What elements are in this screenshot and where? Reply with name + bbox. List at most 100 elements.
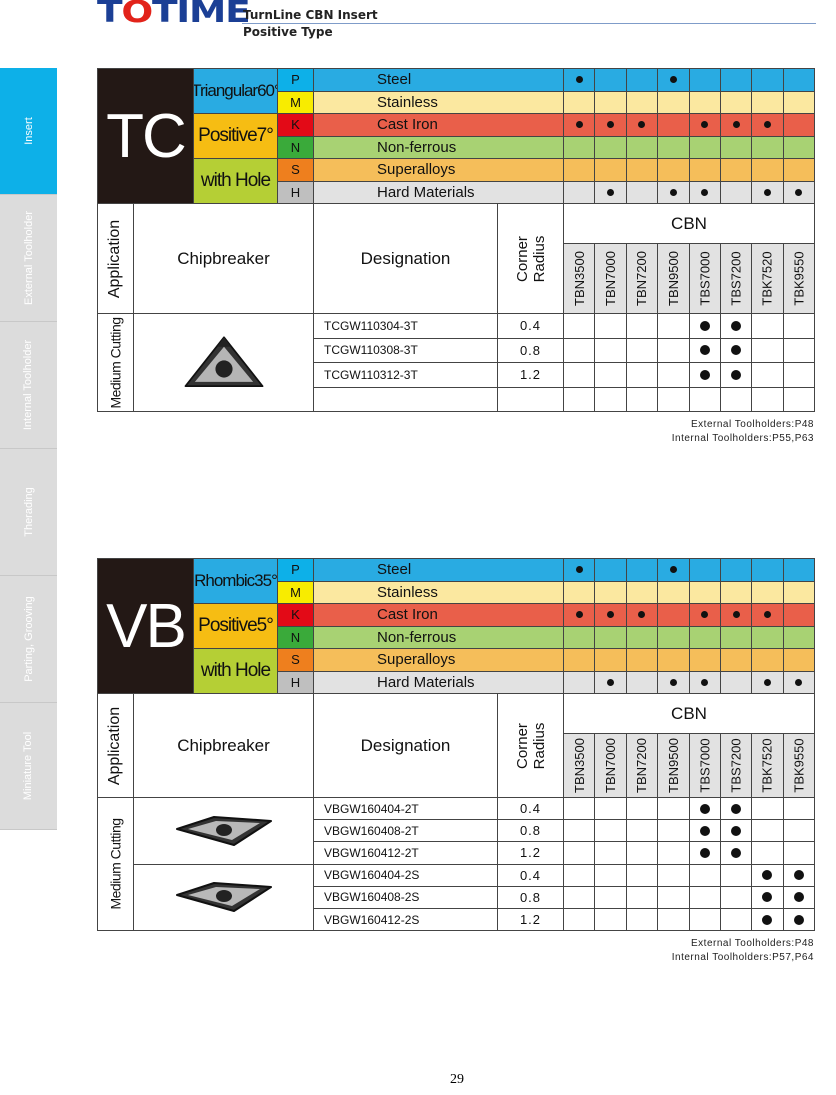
- designation-cell: VBGW160408-2S: [313, 885, 498, 909]
- grade-cell: [594, 819, 627, 843]
- material-grade-cell: [625, 625, 659, 649]
- material-grade-cell: [657, 580, 690, 604]
- designation-cell: VBGW160412-2T: [313, 841, 498, 865]
- corner-radius-cell: 0.4: [497, 863, 564, 887]
- material-grade-cell: [719, 158, 753, 182]
- corner-radius-label: Corner Radius: [513, 722, 548, 769]
- material-name: Hard Materials: [313, 670, 564, 694]
- material-grade-cell: [563, 135, 596, 159]
- availability-dot: [638, 121, 646, 129]
- availability-dot: [732, 121, 740, 129]
- cbn-header: CBN: [563, 203, 815, 244]
- grade-header: TBS7200: [719, 243, 753, 314]
- sidebar-tab[interactable]: Internal Toolholder: [0, 322, 57, 449]
- toolholder-reference: Internal Toolholders:P57,P64: [671, 952, 814, 964]
- availability-dot: [762, 870, 773, 881]
- grade-cell: [657, 337, 690, 363]
- material-grade-cell: [657, 180, 690, 204]
- material-grade-cell: [625, 68, 659, 92]
- material-grade-cell: [594, 670, 627, 694]
- material-name: Steel: [313, 68, 564, 92]
- grade-header: TBN7000: [594, 243, 627, 314]
- material-grade-cell: [625, 558, 659, 582]
- material-grade-cell: [688, 558, 721, 582]
- material-name: Steel: [313, 558, 564, 582]
- insert-code: TC: [97, 68, 194, 204]
- grade-header: TBN3500: [563, 243, 596, 314]
- insert-hole: with Hole: [193, 158, 278, 204]
- cbn-header: CBN: [563, 693, 815, 734]
- sidebar-tab-label: Internal Toolholder: [22, 339, 35, 431]
- availability-dot: [731, 369, 742, 380]
- grade-cell: [782, 313, 815, 339]
- sidebar-tab[interactable]: Insert: [0, 68, 57, 195]
- sidebar-tab[interactable]: Parting, Grooving: [0, 576, 57, 703]
- grade-cell: [751, 841, 784, 865]
- sidebar-tab[interactable]: Miniature Tool: [0, 703, 57, 830]
- grade-label: TBS7000: [697, 738, 713, 793]
- material-grade-cell: [688, 68, 721, 92]
- availability-dot: [575, 566, 583, 574]
- grade-cell: [719, 337, 753, 363]
- material-grade-cell: [782, 580, 815, 604]
- grade-cell: [594, 908, 627, 932]
- designation-header: Designation: [313, 203, 498, 314]
- material-grade-cell: [594, 90, 627, 114]
- material-grade-cell: [563, 180, 596, 204]
- material-grade-cell: [751, 135, 784, 159]
- grade-cell: [594, 337, 627, 363]
- availability-dot: [762, 914, 773, 925]
- sidebar-tab[interactable]: Therading: [0, 449, 57, 576]
- insert-shape: Rhombic35°: [193, 558, 278, 604]
- application-label: Application: [106, 706, 124, 785]
- material-letter: K: [277, 603, 314, 627]
- availability-dot: [575, 76, 583, 84]
- availability-dot: [731, 825, 742, 836]
- material-letter: M: [277, 580, 314, 604]
- corner-radius-cell: 0.8: [497, 885, 564, 909]
- corner-radius-cell: 1.2: [497, 362, 564, 388]
- grade-cell: [751, 797, 784, 821]
- grade-cell: [563, 337, 596, 363]
- chipbreaker-image-cell: [133, 313, 314, 412]
- material-grade-cell: [719, 90, 753, 114]
- material-grade-cell: [782, 180, 815, 204]
- grade-cell: [751, 819, 784, 843]
- material-grade-cell: [751, 68, 784, 92]
- material-grade-cell: [625, 158, 659, 182]
- material-grade-cell: [657, 648, 690, 672]
- grade-cell: [625, 337, 659, 363]
- grade-cell: [625, 819, 659, 843]
- grade-label: TBN3500: [571, 738, 587, 793]
- material-grade-cell: [563, 670, 596, 694]
- sidebar-tab[interactable]: External Toolholder: [0, 195, 57, 322]
- grade-cell: [657, 362, 690, 388]
- material-grade-cell: [563, 603, 596, 627]
- material-grade-cell: [719, 603, 753, 627]
- grade-cell: [688, 362, 721, 388]
- material-name: Stainless: [313, 90, 564, 114]
- material-grade-cell: [751, 603, 784, 627]
- insert-code: VB: [97, 558, 194, 694]
- material-grade-cell: [594, 625, 627, 649]
- application-header: Application: [97, 693, 134, 798]
- designation-cell: VBGW160408-2T: [313, 819, 498, 843]
- grade-cell: [594, 841, 627, 865]
- material-letter: S: [277, 648, 314, 672]
- availability-dot: [793, 870, 804, 881]
- material-grade-cell: [657, 625, 690, 649]
- grade-header: TBK9550: [782, 733, 815, 798]
- material-grade-cell: [688, 603, 721, 627]
- empty-cell: [594, 386, 627, 412]
- grade-cell: [563, 313, 596, 339]
- material-name: Non-ferrous: [313, 625, 564, 649]
- availability-dot: [731, 320, 742, 331]
- material-grade-cell: [719, 113, 753, 137]
- grade-cell: [719, 885, 753, 909]
- empty-cell: [657, 386, 690, 412]
- material-grade-cell: [782, 135, 815, 159]
- application-label: Application: [106, 219, 124, 298]
- material-grade-cell: [625, 648, 659, 672]
- material-grade-cell: [563, 580, 596, 604]
